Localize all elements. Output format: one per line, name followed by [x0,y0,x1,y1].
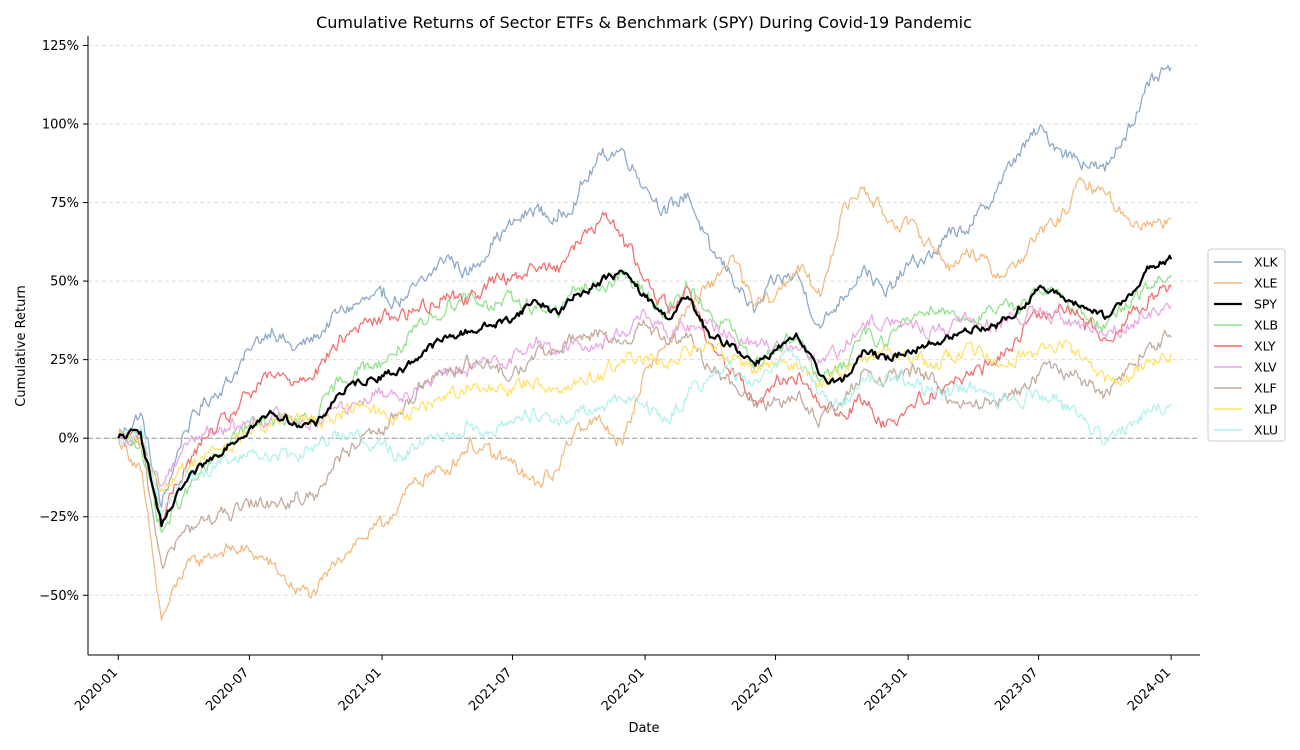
x-tick-label: 2021-07 [466,665,515,714]
y-tick-label: 75% [50,196,79,211]
series-layer [117,64,1173,622]
legend-label-xlp: XLP [1254,402,1278,417]
x-tick-label: 2021-01 [336,665,385,714]
legend-label-xlu: XLU [1254,423,1278,438]
y-tick-label: 25% [50,353,79,368]
x-tick-label: 2023-07 [992,665,1041,714]
legend-label-spy: SPY [1254,297,1277,312]
series-line-xle [117,176,1172,622]
series-line-spy [117,254,1173,528]
y-ticks: −50% −25% 0% 25% 50% 75% 100% 125% [39,39,88,604]
x-tick-label: 2020-07 [203,665,252,714]
legend-frame [1207,248,1286,442]
y-tick-label: 50% [50,275,79,290]
series-line-xlu [117,348,1172,518]
series-line-xlp [117,339,1172,493]
x-tick-label: 2020-01 [72,665,121,714]
y-axis-label: Cumulative Return [14,285,29,406]
legend-label-xly: XLY [1254,339,1276,354]
legend: XLK XLE SPY XLB XLY XLV XLF XLP XLU [1207,248,1286,442]
legend-label-xlf: XLF [1254,381,1277,396]
y-tick-label: 100% [42,117,79,132]
legend-label-xlb: XLB [1254,318,1278,333]
x-tick-label: 2024-01 [1125,665,1174,714]
x-ticks: 2020-01 2020-07 2021-01 2021-07 2022-01 2022-… [72,655,1174,714]
y-tick-label: −25% [39,510,79,525]
y-tick-label: 0% [58,432,79,447]
chart-title: Cumulative Returns of Sector ETFs & Benc… [316,13,972,32]
legend-label-xle: XLE [1254,276,1278,291]
series-line-xly [117,211,1172,522]
x-tick-label: 2022-01 [599,665,648,714]
legend-label-xlk: XLK [1254,255,1279,270]
y-tick-label: 125% [42,39,79,54]
series-line-xlb [117,270,1172,534]
legend-label-xlv: XLV [1254,360,1277,375]
series-line-xlk [118,64,1172,508]
x-tick-label: 2023-01 [862,665,911,714]
x-axis-label: Date [628,721,659,736]
y-tick-label: −50% [39,589,79,604]
x-tick-label: 2022-07 [729,665,778,714]
